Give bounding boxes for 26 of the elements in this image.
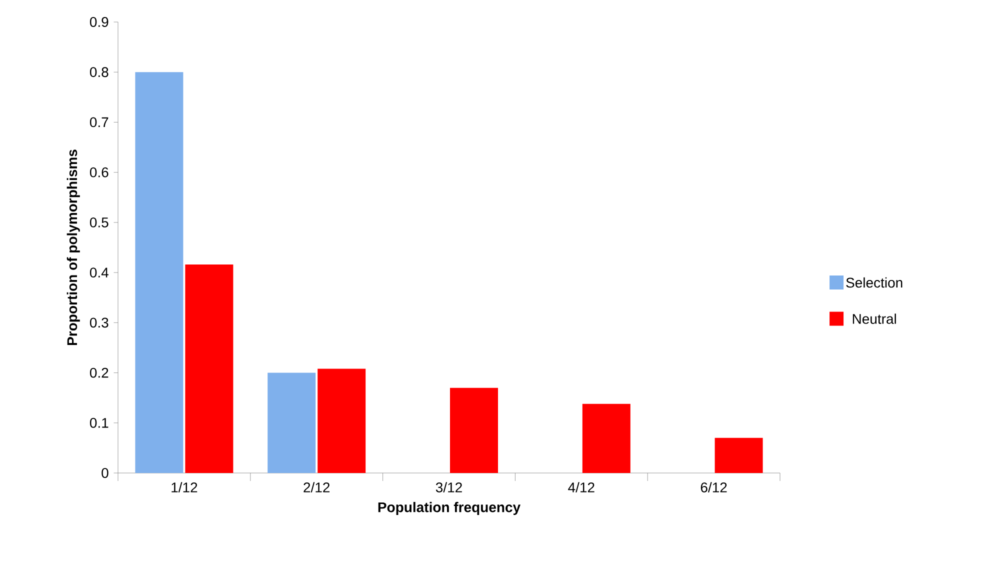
legend-label: Selection	[846, 277, 902, 288]
y-tick-label: 0.7	[90, 117, 108, 128]
y-tick-label: 0	[102, 468, 108, 478]
y-tick-label: 0.3	[90, 318, 108, 328]
bar	[268, 372, 316, 473]
bar	[318, 368, 366, 473]
y-tick-label: 0.5	[90, 217, 108, 228]
bar	[714, 438, 763, 473]
bar	[582, 404, 630, 473]
x-tick-label: 2/12	[304, 482, 330, 492]
y-axis-title: Proportion of polymorphisms	[66, 150, 80, 345]
bar	[135, 72, 184, 473]
x-axis-title: Population frequency	[378, 502, 520, 515]
y-tick-label: 0.9	[90, 17, 108, 27]
y-tick-label: 0.6	[90, 167, 108, 178]
x-tick-label: 3/12	[436, 482, 462, 492]
y-tick-label: 0.2	[90, 368, 108, 378]
x-tick-label: 1/12	[172, 482, 198, 492]
bar	[450, 388, 498, 473]
y-tick-label: 0.4	[90, 268, 108, 278]
x-tick-label: 6/12	[700, 482, 727, 492]
y-tick-label: 0.1	[90, 418, 108, 428]
bar	[185, 264, 234, 473]
y-tick-label: 0.8	[90, 67, 108, 78]
legend-label: Neutral	[852, 314, 896, 324]
x-tick-label: 4/12	[568, 482, 594, 492]
